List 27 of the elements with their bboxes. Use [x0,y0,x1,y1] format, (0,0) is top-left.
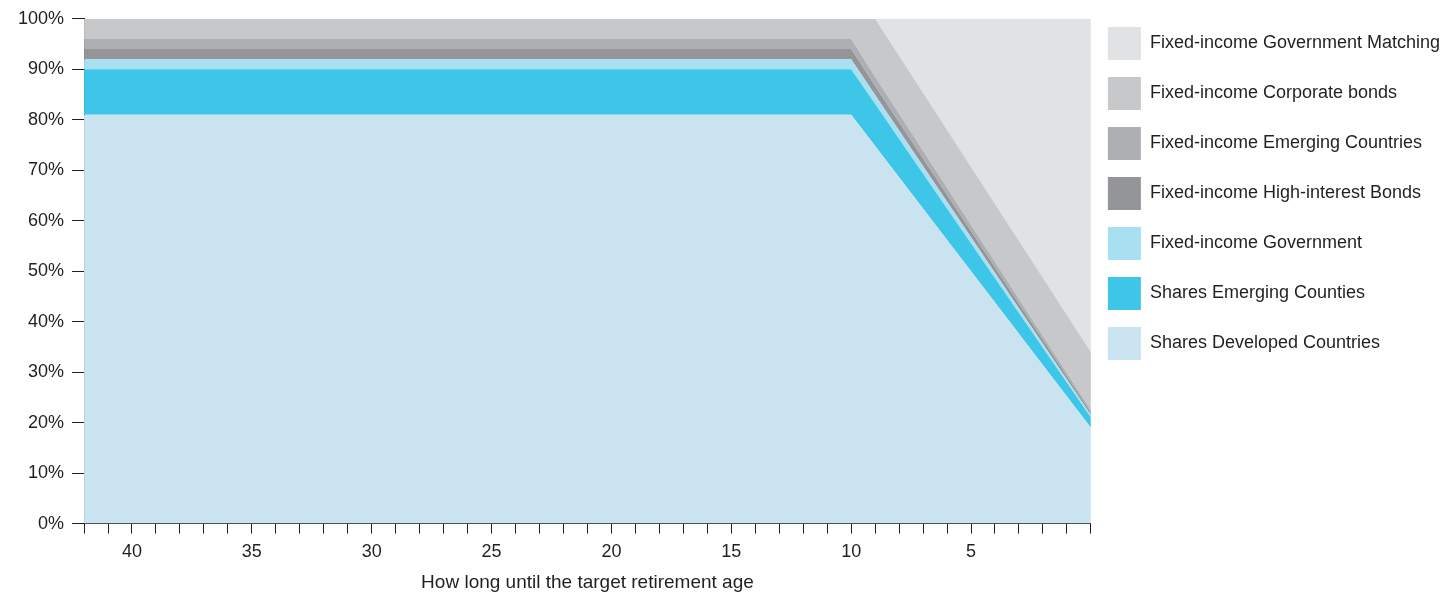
legend-label: Fixed-income Emerging Countries [1149,132,1422,153]
x-tick-label: 5 [966,541,977,562]
y-tick-label: 70% [28,159,65,180]
y-tick-label: 40% [28,310,65,331]
x-tick-label: 15 [721,541,742,562]
x-tick-label: 20 [601,541,622,562]
y-tick-label: 100% [17,7,65,28]
x-tick-label: 30 [361,541,382,562]
legend-label: Fixed-income Government Matching [1149,32,1441,53]
y-tick-label: 0% [38,512,65,533]
y-tick-label: 50% [28,260,65,281]
y-tick-label: 80% [28,108,65,129]
legend-label: Fixed-income High-interest Bonds [1149,182,1422,203]
legend-label: Shares Developed Countries [1149,332,1381,353]
y-tick-label: 30% [28,361,65,382]
y-tick-label: 60% [28,209,65,230]
y-tick-label: 10% [28,462,65,483]
x-tick-label: 25 [481,541,502,562]
legend-label: Fixed-income Government [1149,232,1362,253]
x-tick-label: 40 [121,541,142,562]
legend-label: Fixed-income Corporate bonds [1149,82,1398,103]
legend-label: Shares Emerging Counties [1149,282,1366,303]
y-tick-label: 90% [28,58,65,79]
x-axis-title: How long until the target retirement age [421,570,754,592]
y-tick-label: 20% [28,411,65,432]
x-tick-label: 10 [841,541,862,562]
x-tick-label: 35 [241,541,262,562]
